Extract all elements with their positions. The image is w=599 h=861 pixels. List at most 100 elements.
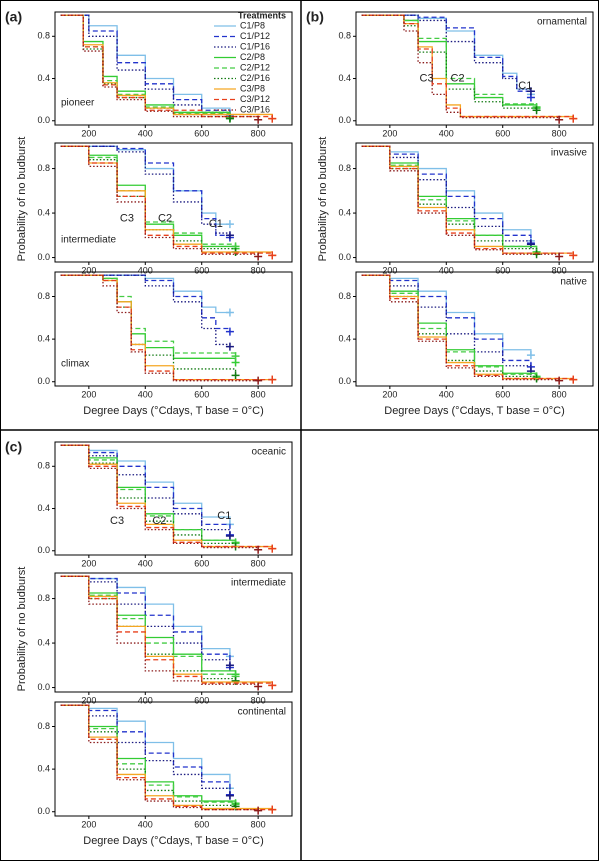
x-tick-label: 800 (251, 128, 266, 138)
x-axis-label: Degree Days (°Cdays, T base = 0°C) (384, 405, 565, 417)
x-tick-label: 400 (138, 695, 153, 705)
y-tick-label: 0.4 (37, 763, 50, 773)
y-tick-label: 0.8 (37, 163, 50, 173)
censor-mark (225, 308, 234, 317)
x-tick-label: 200 (81, 819, 96, 829)
survival-curve (60, 145, 231, 238)
survival-curve (60, 274, 259, 382)
y-tick-label: 0.8 (338, 163, 351, 173)
censor-mark (268, 114, 277, 123)
censor-mark (555, 115, 564, 124)
y-tick-label: 0.0 (37, 252, 50, 262)
y-tick-label: 0.8 (37, 593, 50, 603)
censor-mark (231, 371, 240, 380)
x-tick-label: 600 (194, 128, 209, 138)
censor-mark (254, 115, 263, 124)
survival-curve (60, 444, 273, 549)
x-tick-label: 400 (439, 389, 454, 399)
y-tick-label: 0.8 (37, 721, 50, 731)
x-axis-label: Degree Days (°Cdays, T base = 0°C) (83, 835, 264, 847)
censor-mark (254, 682, 263, 691)
x-tick-label: 400 (439, 128, 454, 138)
survival-curve (361, 14, 538, 109)
x-tick-label: 800 (552, 128, 567, 138)
survival-curve (60, 704, 237, 805)
x-tick-label: 200 (81, 128, 96, 138)
y-tick-label: 0.0 (37, 545, 50, 555)
curve-annotation: C3 (120, 213, 134, 225)
x-tick-label: 600 (495, 389, 510, 399)
censor-mark (254, 806, 263, 815)
curve-annotation: C1 (518, 80, 532, 92)
y-tick-label: 0.8 (37, 31, 50, 41)
legend-label: C2/P8 (240, 52, 265, 62)
censor-mark (555, 376, 564, 385)
curve-annotation: C2 (158, 213, 172, 225)
survival-curve (60, 575, 237, 681)
curve-annotation: C2 (152, 515, 166, 527)
x-tick-label: 600 (194, 265, 209, 275)
survival-curve (60, 145, 231, 236)
y-tick-label: 0.4 (37, 207, 50, 217)
y-tick-label: 0.4 (37, 503, 50, 513)
y-tick-label: 0.8 (338, 31, 351, 41)
y-tick-label: 0.8 (338, 291, 351, 301)
y-axis-label: Probability of no budburst (16, 137, 28, 262)
censor-mark (569, 375, 578, 384)
survival-curve (60, 704, 273, 810)
x-tick-label: 800 (251, 265, 266, 275)
x-tick-label: 400 (138, 558, 153, 568)
x-axis-label: Degree Days (°Cdays, T base = 0°C) (83, 405, 264, 417)
survival-curve (361, 274, 574, 380)
censor-mark (254, 376, 263, 385)
x-tick-label: 600 (495, 265, 510, 275)
curve-annotation: C3 (420, 72, 434, 84)
x-tick-label: 800 (552, 389, 567, 399)
plot-frame (54, 441, 293, 556)
survival-curve (361, 145, 560, 257)
x-tick-label: 400 (138, 128, 153, 138)
x-tick-label: 200 (81, 265, 96, 275)
x-tick-label: 800 (251, 389, 266, 399)
censor-mark (532, 106, 541, 115)
censor-mark (225, 327, 234, 336)
y-tick-label: 0.4 (37, 333, 50, 343)
y-tick-label: 0.0 (338, 252, 351, 262)
censor-mark (569, 114, 578, 123)
y-axis-label: Probability of no budburst (16, 567, 28, 692)
y-tick-label: 0.0 (37, 115, 50, 125)
legend-label: C3/P16 (240, 104, 270, 114)
censor-mark (231, 352, 240, 361)
x-tick-label: 800 (251, 819, 266, 829)
survival-curve (60, 145, 259, 257)
survival-curve (60, 444, 259, 550)
plot-frame (54, 142, 293, 263)
censor-mark (268, 805, 277, 814)
survival-curve (361, 145, 538, 255)
curve-annotation: C1 (209, 218, 223, 230)
censor-mark (225, 231, 234, 240)
subplot-label: climax (61, 359, 89, 370)
panel-label: (c) (5, 439, 22, 455)
x-tick-label: 200 (382, 265, 397, 275)
survival-curve (60, 704, 259, 811)
y-tick-label: 0.8 (37, 291, 50, 301)
y-tick-label: 0.0 (37, 806, 50, 816)
x-tick-label: 400 (138, 819, 153, 829)
subplot-label: oceanic (252, 447, 286, 458)
y-tick-label: 0.0 (37, 682, 50, 692)
legend-title: Treatments (238, 10, 286, 20)
censor-mark (225, 220, 234, 229)
survival-curve (361, 145, 538, 252)
survival-curve (60, 274, 273, 381)
plot-frame (54, 271, 293, 387)
subplot-label: pioneer (61, 98, 95, 109)
survival-curve (60, 444, 273, 549)
x-tick-label: 600 (194, 558, 209, 568)
x-tick-label: 200 (81, 558, 96, 568)
censor-mark (268, 251, 277, 260)
x-tick-label: 800 (251, 695, 266, 705)
plot-frame (54, 701, 293, 817)
legend-label: C3/P8 (240, 83, 265, 93)
